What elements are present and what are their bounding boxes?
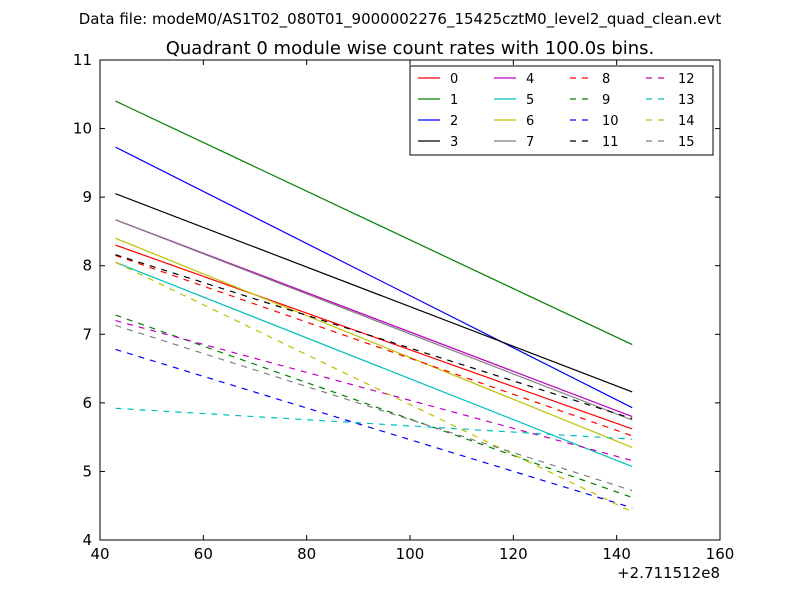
y-tick-label: 11 — [73, 51, 92, 69]
legend-label-6: 6 — [526, 114, 534, 129]
series-line-2 — [115, 146, 633, 409]
chart-title: Quadrant 0 module wise count rates with … — [166, 38, 655, 59]
legend-label-5: 5 — [526, 93, 534, 108]
series-line-7 — [115, 219, 633, 421]
legend-label-11: 11 — [602, 135, 619, 150]
series-line-8 — [115, 254, 633, 437]
x-tick-label: 60 — [194, 545, 213, 563]
series-line-5 — [115, 261, 633, 468]
chart-suptitle: Data file: modeM0/AS1T02_080T01_90000022… — [79, 10, 722, 29]
series-line-1 — [115, 100, 633, 346]
series-line-0 — [115, 244, 633, 430]
x-tick-label: 80 — [297, 545, 316, 563]
legend-label-10: 10 — [602, 114, 619, 129]
legend-label-2: 2 — [450, 114, 458, 129]
series-line-10 — [115, 348, 633, 509]
series-line-6 — [115, 237, 633, 448]
legend-label-15: 15 — [678, 135, 695, 150]
y-tick-label: 9 — [82, 188, 92, 206]
legend-label-13: 13 — [678, 93, 695, 108]
legend-label-9: 9 — [602, 93, 610, 108]
x-tick-label: 160 — [706, 545, 735, 563]
legend-label-0: 0 — [450, 72, 458, 87]
x-offset-label: +2.711512e8 — [617, 564, 720, 582]
series-line-12 — [115, 320, 633, 462]
series-line-9 — [115, 314, 633, 499]
legend-frame — [409, 65, 714, 156]
y-tick-label: 4 — [82, 531, 92, 549]
series-line-15 — [115, 324, 633, 492]
series-line-3 — [115, 193, 633, 393]
x-tick-label: 40 — [90, 545, 109, 563]
y-tick-label: 5 — [82, 462, 92, 480]
legend-label-14: 14 — [678, 114, 695, 129]
legend-label-4: 4 — [526, 72, 534, 87]
legend-label-7: 7 — [526, 135, 534, 150]
y-tick-label: 7 — [82, 325, 92, 343]
legend-label-8: 8 — [602, 72, 610, 87]
legend-label-1: 1 — [450, 93, 458, 108]
legend-label-3: 3 — [450, 135, 458, 150]
y-tick-label: 8 — [82, 257, 92, 275]
x-tick-label: 140 — [602, 545, 631, 563]
legend-label-12: 12 — [678, 72, 695, 87]
series-layer — [115, 100, 633, 513]
y-tick-label: 10 — [73, 120, 92, 138]
x-tick-label: 100 — [396, 545, 425, 563]
x-tick-label: 120 — [499, 545, 528, 563]
y-tick-label: 6 — [82, 394, 92, 412]
series-line-13 — [115, 407, 633, 440]
